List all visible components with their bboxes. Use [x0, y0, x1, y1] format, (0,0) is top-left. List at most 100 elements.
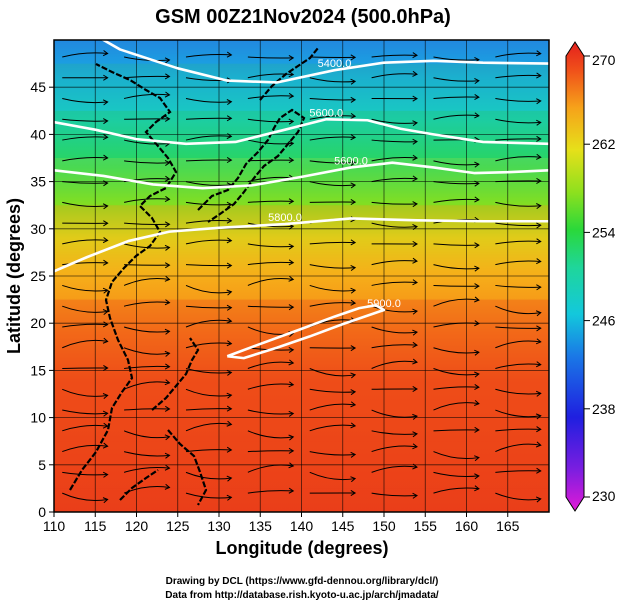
streamline-arrow: [103, 220, 109, 227]
streamline-arrow: [164, 452, 171, 459]
streamline-arrow: [350, 159, 357, 166]
streamline-arrow: [536, 325, 542, 332]
streamline-arrow: [226, 475, 233, 482]
streamline: [371, 305, 418, 313]
streamline: [371, 260, 418, 266]
streamline: [371, 54, 418, 58]
streamline: [247, 73, 294, 79]
streamline: [309, 403, 356, 411]
streamline-arrow: [474, 296, 480, 303]
x-tick-label: 135: [249, 518, 273, 534]
streamline-arrow: [535, 310, 542, 317]
streamline-arrow: [164, 244, 171, 251]
streamline-arrow: [164, 57, 171, 64]
x-tick-label: 120: [125, 518, 149, 534]
streamline-arrow: [350, 287, 357, 294]
streamline-arrow: [226, 157, 233, 164]
x-tick-label: 145: [331, 518, 355, 534]
streamline-arrow: [474, 455, 480, 462]
streamline: [495, 74, 541, 79]
streamline: [433, 243, 479, 246]
x-tick-label: 110: [43, 518, 66, 534]
streamline: [495, 388, 541, 395]
streamline: [185, 492, 232, 499]
streamline-arrow: [536, 72, 542, 79]
x-tick-label: 165: [496, 518, 520, 534]
streamline-arrow: [350, 264, 357, 271]
colorbar-tick-label: 270: [592, 52, 616, 68]
streamline: [495, 98, 541, 102]
streamline: [62, 284, 108, 292]
streamline-arrow: [226, 262, 233, 269]
contour-line: [54, 161, 549, 190]
x-axis-label: Longitude (degrees): [215, 538, 388, 558]
streamline-arrow: [350, 476, 357, 483]
streamline: [62, 156, 108, 162]
streamline-arrow: [536, 361, 542, 368]
streamline-arrow: [536, 119, 542, 126]
streamline-arrow: [288, 55, 295, 62]
y-axis-label: Latitude (degrees): [4, 198, 24, 354]
streamline: [433, 264, 479, 270]
streamline: [371, 139, 418, 143]
streamline: [495, 305, 541, 315]
plot-field: 5400.0 5600.0 5600.0 5800.0 5900.0: [54, 40, 549, 512]
streamline: [185, 388, 232, 397]
streamline: [433, 402, 479, 411]
streamline-arrow: [288, 434, 295, 441]
colorbar-tick-label: 238: [592, 401, 616, 417]
streamline: [247, 222, 294, 228]
streamline: [371, 177, 418, 183]
streamline-arrow: [164, 175, 171, 182]
streamline-arrow: [412, 385, 418, 392]
streamline-arrow: [412, 492, 418, 499]
streamline: [124, 56, 170, 61]
streamline-arrow: [164, 221, 171, 228]
streamline-arrow: [164, 91, 171, 98]
streamline: [371, 445, 418, 453]
streamline-arrow: [164, 434, 171, 441]
colorbar-tick-label: 254: [592, 224, 616, 240]
contour-line: [100, 40, 549, 84]
streamline-arrow: [474, 112, 480, 119]
streamline-arrow: [102, 99, 109, 106]
coastline: [69, 47, 319, 506]
streamline-arrow: [288, 71, 295, 78]
streamline-arrow: [226, 115, 233, 122]
streamline-arrow: [226, 317, 233, 324]
streamline: [309, 181, 356, 187]
streamline-arrow: [102, 237, 109, 244]
streamline: [371, 492, 418, 497]
streamline-arrow: [226, 405, 233, 412]
streamline-arrow: [412, 240, 418, 247]
streamline-arrow: [474, 426, 480, 433]
streamline: [433, 96, 479, 100]
streamline: [247, 277, 294, 286]
streamline: [62, 444, 108, 453]
streamline: [62, 339, 108, 349]
streamline: [309, 388, 356, 393]
streamline: [62, 471, 108, 476]
streamline-arrow: [412, 120, 418, 127]
streamline-arrow: [288, 275, 295, 282]
streamline-arrow: [412, 443, 418, 450]
streamline-arrow: [412, 257, 418, 264]
streamline: [371, 409, 418, 418]
streamline-arrow: [536, 177, 542, 184]
streamline: [309, 264, 356, 269]
streamline: [124, 198, 170, 203]
streamline: [309, 471, 356, 481]
streamline-arrow: [288, 118, 295, 125]
streamline-arrow: [350, 78, 357, 85]
streamline-arrow: [288, 487, 295, 494]
streamline-arrow: [412, 341, 418, 348]
streamline-arrow: [288, 140, 295, 147]
streamline-arrow: [288, 381, 295, 388]
streamline-arrow: [288, 462, 295, 469]
streamline-arrow: [226, 369, 233, 376]
streamline-arrow: [102, 134, 109, 141]
streamline-arrow: [412, 95, 418, 102]
streamline: [309, 368, 356, 377]
streamline-arrow: [164, 299, 171, 306]
streamline: [495, 492, 541, 501]
